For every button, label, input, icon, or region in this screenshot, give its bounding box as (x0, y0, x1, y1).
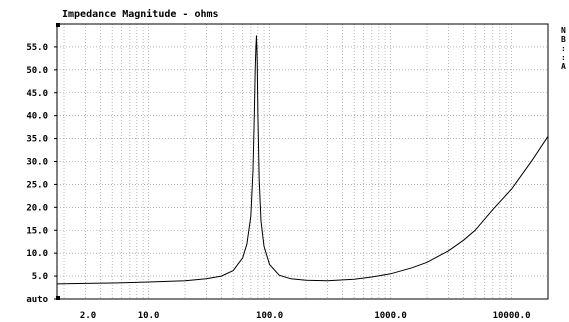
y-tick-label: 40.0 (26, 112, 48, 122)
x-tick-label: 100.0 (256, 311, 283, 321)
impedance-curve (56, 35, 549, 285)
x-tick-label: 2.0 (80, 311, 96, 321)
y-tick-label: 45.0 (26, 89, 48, 99)
y-tick-label: auto (26, 295, 48, 305)
y-tick-label: 5.0 (32, 272, 48, 282)
curve-layer (56, 35, 549, 285)
side-text-char: : (561, 44, 566, 53)
y-tick-label: 10.0 (26, 249, 48, 259)
corner-marker-top (56, 23, 60, 27)
x-tick-label: 10.0 (138, 311, 160, 321)
y-tick-label: 50.0 (26, 66, 48, 76)
corner-marker-bottom (56, 296, 60, 300)
y-tick-label: 15.0 (26, 226, 48, 236)
y-tick-label: 25.0 (26, 180, 48, 190)
side-panel-text: NB::A (561, 26, 566, 71)
x-axis-ticks: 2.0 10.0 100.0 1000.0 10000.0 (80, 311, 531, 321)
chart-title: Impedance Magnitude - ohms (62, 8, 219, 20)
side-text-char: B (561, 35, 566, 44)
side-text-char: N (561, 26, 566, 35)
y-axis-ticks: 55.0 50.0 45.0 40.0 35.0 30.0 25.0 20.0 15.0 10.0… (26, 43, 57, 305)
x-tick-label: 10000.0 (493, 311, 531, 321)
y-tick-label: 20.0 (26, 203, 48, 213)
y-tick-label: 55.0 (26, 43, 48, 53)
x-tick-label: 1000.0 (374, 311, 407, 321)
side-text-char: : (561, 53, 566, 62)
grid-layer (57, 24, 548, 299)
y-tick-label: 30.0 (26, 158, 48, 168)
side-text-char: A (561, 62, 566, 71)
y-tick-label: 35.0 (26, 135, 48, 145)
